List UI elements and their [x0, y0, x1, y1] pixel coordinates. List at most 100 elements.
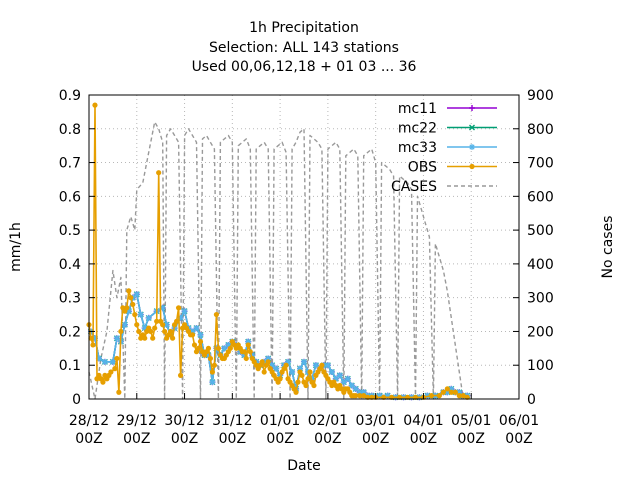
data-point-obs	[124, 305, 130, 311]
x-tick-label-hour: 00Z	[458, 431, 485, 447]
data-point-obs	[295, 379, 301, 385]
data-point-mc33	[245, 338, 252, 345]
data-point-obs	[319, 362, 325, 368]
data-point-mc33	[249, 352, 256, 359]
data-point-obs	[265, 359, 271, 365]
data-point-obs	[305, 376, 311, 382]
data-point-obs	[168, 328, 174, 335]
data-point-mc33	[109, 358, 116, 365]
data-point-obs	[156, 170, 162, 176]
legend-marker-obs	[469, 163, 475, 170]
data-point-obs	[227, 345, 233, 351]
data-point-obs	[247, 349, 253, 355]
x-tick-label-hour: 00Z	[171, 431, 198, 447]
data-point-mc33	[444, 389, 451, 396]
data-point-mc33	[328, 368, 335, 375]
legend-label-obs: OBS	[408, 160, 437, 176]
data-point-obs	[303, 382, 309, 389]
data-point-mc33	[289, 368, 296, 375]
data-point-obs	[132, 311, 138, 318]
data-point-mc33	[193, 325, 200, 332]
data-point-obs	[112, 366, 118, 372]
data-point-obs	[452, 389, 458, 395]
data-point-mc33	[277, 372, 284, 379]
data-point-obs	[175, 305, 182, 311]
y2-tick-label: 800	[527, 122, 554, 138]
data-point-mc33	[356, 389, 363, 396]
data-point-obs	[311, 382, 317, 389]
data-point-mc33	[121, 321, 128, 328]
y-tick-label: 0	[72, 392, 81, 408]
x-tick-label: 01/01	[260, 413, 300, 429]
data-point-obs	[134, 322, 140, 328]
data-point-mc33	[352, 385, 359, 392]
y-tick-label: 0.5	[59, 223, 81, 239]
y-tick-label: 0.6	[59, 189, 81, 205]
data-point-obs	[108, 369, 114, 375]
data-point-obs	[162, 328, 168, 335]
data-point-mc33	[189, 328, 196, 335]
data-point-obs	[444, 386, 450, 392]
x-tick-label: 28/12	[69, 413, 109, 429]
data-point-obs	[428, 393, 435, 399]
data-point-obs	[283, 362, 289, 368]
legend-marker-mc22	[469, 124, 475, 131]
data-point-obs	[160, 322, 166, 328]
y2-tick-label: 100	[527, 358, 554, 374]
data-point-obs	[114, 355, 120, 362]
data-point-obs	[173, 318, 180, 324]
legend-marker-mc33	[469, 144, 475, 150]
data-point-obs	[440, 389, 446, 395]
data-point-mc33	[269, 362, 276, 369]
data-point-mc33	[424, 392, 431, 399]
data-point-obs	[353, 393, 359, 399]
data-point-obs	[154, 318, 160, 324]
data-point-mc33	[301, 358, 307, 365]
data-point-obs	[456, 393, 462, 399]
legend-label-mc33: mc33	[398, 140, 437, 156]
x-tick-label: 05/01	[451, 413, 491, 429]
x-tick-label-hour: 00Z	[266, 431, 293, 447]
legend-label-mc11: mc11	[398, 101, 437, 117]
y2-tick-label: 300	[527, 291, 554, 307]
data-point-obs	[150, 335, 156, 341]
data-point-mc33	[324, 362, 331, 369]
data-point-obs	[177, 372, 184, 378]
y-tick-label: 0.1	[59, 358, 81, 374]
y-axis-label: mm/1h	[8, 222, 24, 272]
data-point-mc33	[141, 325, 148, 332]
data-point-mc33	[197, 331, 204, 338]
y2-tick-label: 500	[527, 223, 554, 239]
data-point-obs	[215, 345, 221, 351]
chart-title-line-1: 1h Precipitation	[249, 20, 359, 36]
data-point-mc33	[181, 308, 188, 315]
data-point-mc33	[159, 304, 166, 311]
data-point-obs	[191, 342, 198, 348]
data-point-obs	[148, 328, 154, 335]
legend-label-mc22: mc22	[398, 121, 437, 137]
legend: mc11 mc22 mc33 OBS CASES	[391, 101, 497, 195]
data-point-obs	[436, 393, 442, 399]
data-point-mc33	[205, 352, 212, 359]
data-point-obs	[90, 342, 96, 348]
grid-lines	[89, 95, 519, 399]
data-point-obs	[243, 355, 249, 362]
x-tick-label: 06/01	[499, 413, 539, 429]
data-point-obs	[211, 362, 218, 368]
y2-tick-label: 900	[527, 88, 554, 104]
data-point-obs	[261, 369, 267, 375]
data-point-obs	[100, 379, 106, 385]
y-tick-label: 0.7	[59, 156, 81, 172]
x-axis-ticks: 28/12 00Z 29/12 00Z 30/12 00Z 31/12 00Z 01/01 00Z…	[69, 393, 539, 447]
data-point-mc33	[125, 308, 132, 315]
x-tick-label-hour: 00Z	[410, 431, 437, 447]
plot-frame	[88, 94, 520, 400]
data-point-obs	[460, 393, 466, 399]
x-tick-label-hour: 00Z	[219, 431, 246, 447]
data-point-mc33	[384, 392, 391, 399]
data-point-mc33	[332, 375, 339, 382]
legend-label-cases: CASES	[391, 179, 437, 195]
y2-tick-label: 0	[527, 392, 536, 408]
data-point-mc33	[340, 379, 347, 386]
y-axis-ticks: 0 0.1 0.2 0.3 0.4 0.5 0.6 0.7 0.8 0.9	[59, 88, 95, 408]
